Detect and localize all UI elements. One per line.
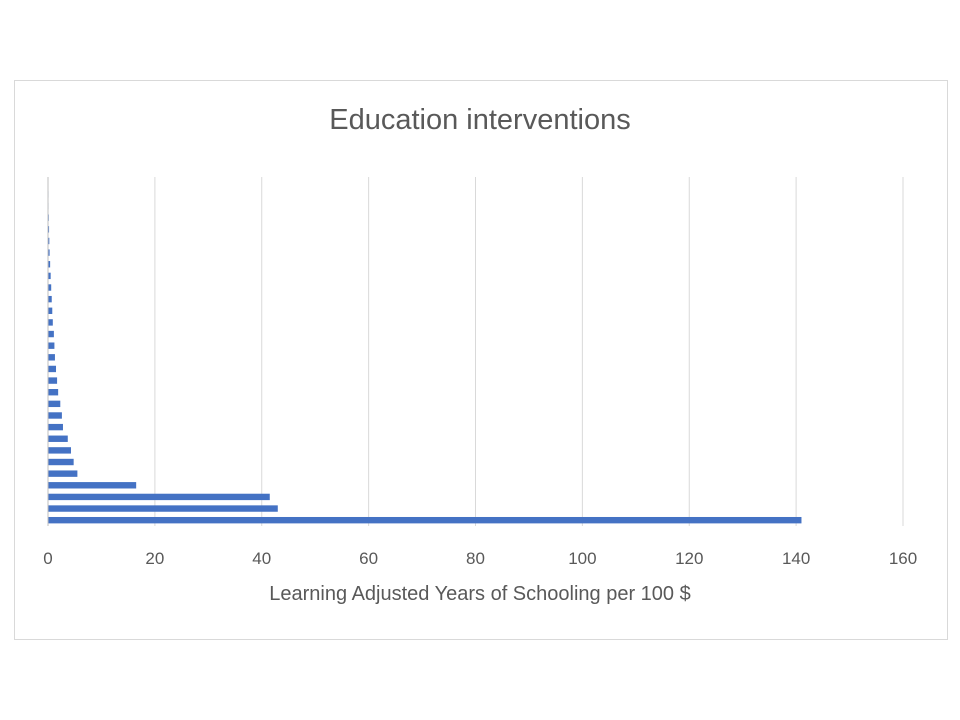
gridlines bbox=[154, 177, 904, 526]
bar-22 bbox=[48, 272, 51, 280]
bar-12 bbox=[48, 389, 59, 396]
bar-8 bbox=[48, 435, 68, 442]
bar-13 bbox=[48, 377, 58, 384]
x-axis-label: Learning Adjusted Years of Schooling per… bbox=[269, 583, 691, 605]
x-tick-label-80: 80 bbox=[466, 549, 485, 568]
bar-18 bbox=[48, 319, 53, 326]
bar-2 bbox=[48, 505, 278, 512]
bar-24 bbox=[48, 249, 50, 256]
bar-7 bbox=[48, 447, 71, 454]
chart-area bbox=[14, 80, 948, 640]
x-tick-labels: 0 20 40 60 80 100 120 140 160 bbox=[43, 549, 917, 568]
bar-25 bbox=[48, 237, 50, 245]
bar-5 bbox=[48, 470, 78, 477]
bar-19 bbox=[48, 307, 53, 314]
x-tick-label-60: 60 bbox=[359, 549, 378, 568]
bar-16 bbox=[48, 342, 55, 349]
bar-14 bbox=[48, 365, 57, 373]
bar-21 bbox=[48, 284, 52, 291]
bar-26 bbox=[48, 226, 50, 233]
bar-10 bbox=[48, 412, 62, 419]
bar-9 bbox=[48, 423, 63, 431]
chart-title: Education interventions bbox=[329, 104, 631, 136]
x-tick-label-0: 0 bbox=[43, 549, 52, 568]
bar-15 bbox=[48, 354, 55, 361]
x-tick-label-100: 100 bbox=[568, 549, 596, 568]
bar-series bbox=[48, 179, 802, 524]
x-tick-label-160: 160 bbox=[889, 549, 917, 568]
bar-11 bbox=[48, 400, 61, 408]
x-tick-label-120: 120 bbox=[675, 549, 703, 568]
bar-4 bbox=[48, 482, 137, 489]
x-tick-label-140: 140 bbox=[782, 549, 810, 568]
bar-3 bbox=[48, 493, 270, 501]
bar-17 bbox=[48, 330, 54, 338]
bar-20 bbox=[48, 295, 52, 303]
x-tick-label-40: 40 bbox=[252, 549, 271, 568]
bar-23 bbox=[48, 261, 51, 268]
bar-1 bbox=[48, 516, 802, 524]
x-tick-label-20: 20 bbox=[145, 549, 164, 568]
bar-6 bbox=[48, 458, 74, 466]
